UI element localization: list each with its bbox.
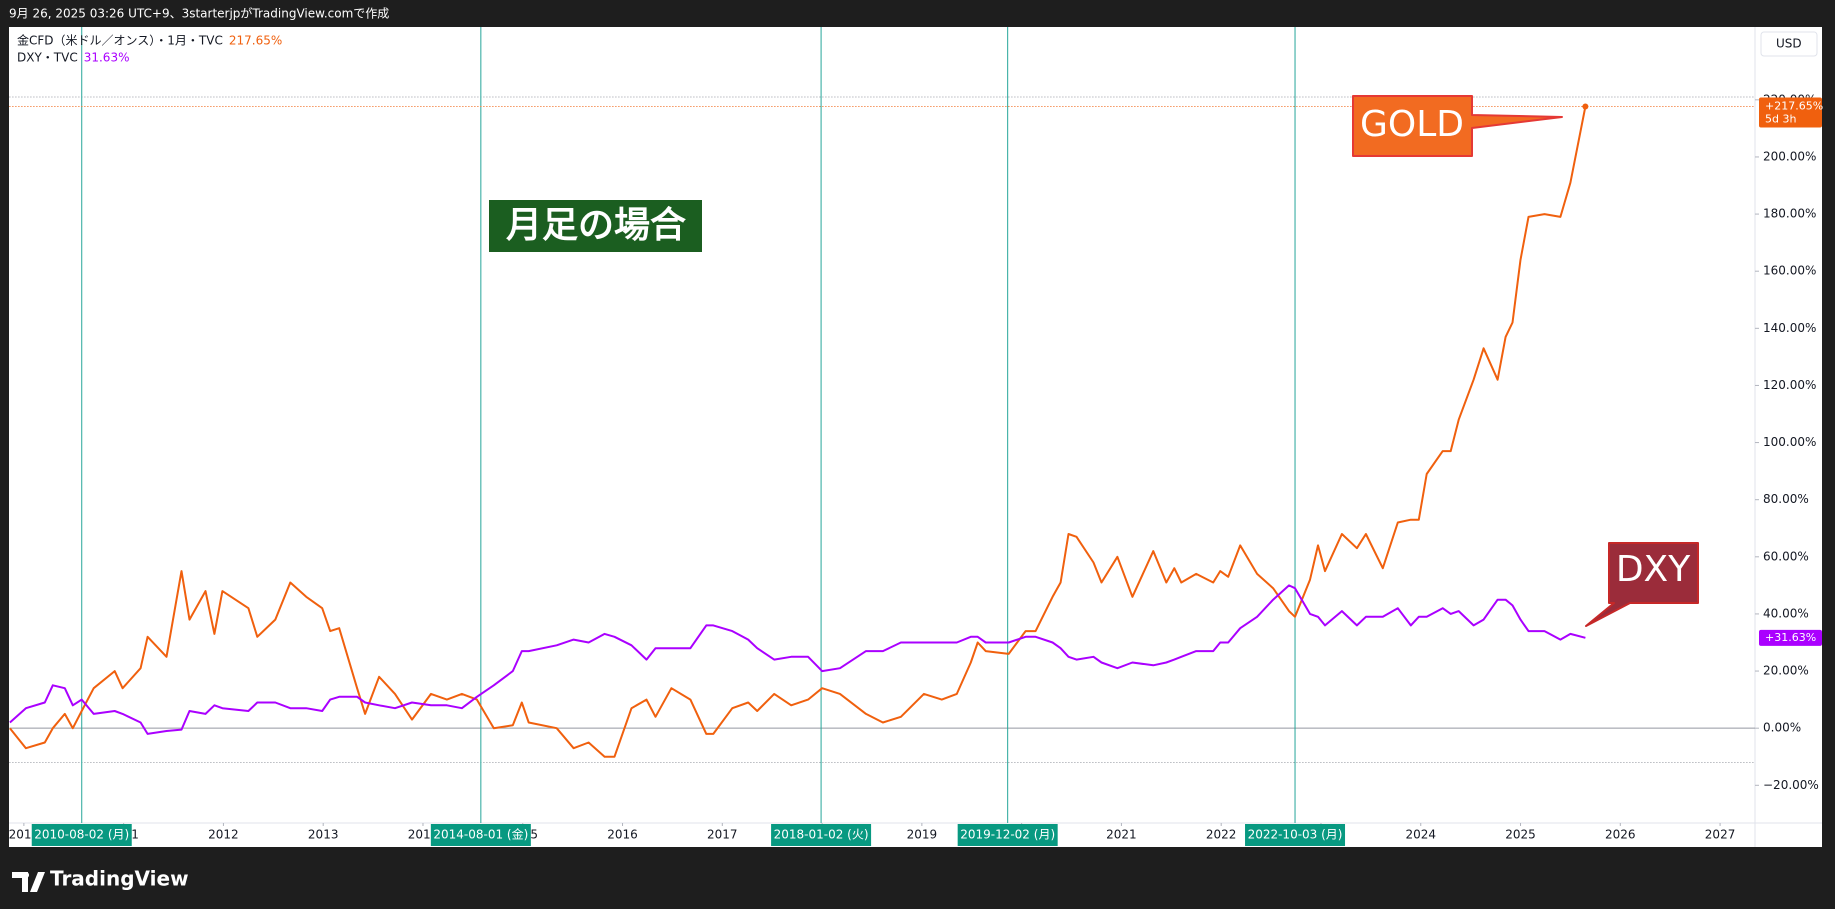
date-badge <box>31 824 132 846</box>
gold-callout <box>1352 95 1563 157</box>
x-tick-label: 2012 <box>208 828 239 842</box>
grid-layer: 220.00%200.00%180.00%160.00%140.00%120.0… <box>9 27 1819 842</box>
y-tick-label: 100.00% <box>1763 435 1816 449</box>
x-tick-label: 2027 <box>1705 828 1736 842</box>
legend-value: 31.63% <box>84 51 130 65</box>
price-badge-label: +31.63% <box>1765 631 1816 644</box>
y-tick-label: 40.00% <box>1763 606 1809 620</box>
footer-logo: TradingView <box>12 867 189 892</box>
header-text: 9月 26, 2025 03:26 UTC+9、3starterjpがTradi… <box>9 6 389 21</box>
legend-value: 217.65% <box>229 34 282 48</box>
gold-callout-text: GOLD <box>1360 104 1464 145</box>
logo-text: TradingView <box>50 867 189 891</box>
y-tick-label: 200.00% <box>1763 149 1816 163</box>
top-bar <box>0 0 1835 27</box>
date-badge <box>1245 824 1346 846</box>
y-tick-label: 140.00% <box>1763 321 1816 335</box>
x-tick-label: 2013 <box>308 828 339 842</box>
y-tick-label: −20.00% <box>1763 778 1819 792</box>
note-text: 月足の場合 <box>506 205 686 246</box>
legend-name: DXY・TVC <box>17 51 78 65</box>
x-tick-label: 2021 <box>1106 828 1137 842</box>
y-tick-label: 180.00% <box>1763 207 1816 221</box>
date-badge-label: 2022-10-03 (月) <box>1248 828 1343 842</box>
date-badge <box>957 824 1058 846</box>
currency-label: USD <box>1776 37 1802 51</box>
date-badge-label: 2010-08-02 (月) <box>34 828 129 842</box>
chart-area <box>9 27 1822 847</box>
x-tick-label: 2014 <box>408 828 439 842</box>
y-tick-label: 60.00% <box>1763 549 1809 563</box>
x-tick-label: 2022 <box>1206 828 1237 842</box>
price-badge <box>1759 97 1822 128</box>
price-badge-label: +217.65% <box>1765 100 1823 113</box>
x-tick-label: 2016 <box>607 828 638 842</box>
y-tick-label: 160.00% <box>1763 264 1816 278</box>
x-tick-label: 2010 <box>9 828 40 842</box>
currency-button[interactable] <box>1760 31 1818 57</box>
note-box <box>489 200 702 252</box>
date-badge-label: 2019-12-02 (月) <box>960 828 1055 842</box>
x-tick-label: 2026 <box>1605 828 1636 842</box>
x-tick-label: 2025 <box>1505 828 1536 842</box>
legend-name: 金CFD（米ドル／オンス）・1月・TVC <box>17 33 223 48</box>
dxy-callout-text: DXY <box>1616 549 1691 590</box>
y-tick-label: 20.00% <box>1763 664 1809 678</box>
y-tick-label: 120.00% <box>1763 378 1816 392</box>
series-line <box>9 584 1586 735</box>
overlay-layer: 2010-08-02 (月) 2014-08-01 (金) 2018-01-02 (… <box>17 33 1823 846</box>
series-line <box>9 106 1587 758</box>
countdown-label: 5d 3h <box>1765 113 1796 126</box>
dxy-callout <box>1585 542 1699 627</box>
x-tick-label: 2024 <box>1405 828 1436 842</box>
logo-mark <box>12 872 45 892</box>
date-badge <box>771 824 872 846</box>
series-layer <box>9 106 1587 758</box>
x-tick-label: 2019 <box>907 828 938 842</box>
x-tick-label: 2017 <box>707 828 738 842</box>
last-point <box>1582 103 1589 110</box>
y-tick-label: 0.00% <box>1763 721 1801 735</box>
price-badge <box>1759 629 1822 646</box>
date-badge-label: 2018-01-02 (火) <box>774 828 869 842</box>
date-badge-label: 2014-08-01 (金) <box>433 827 528 842</box>
date-badge <box>430 824 531 846</box>
y-tick-label: 80.00% <box>1763 492 1809 506</box>
